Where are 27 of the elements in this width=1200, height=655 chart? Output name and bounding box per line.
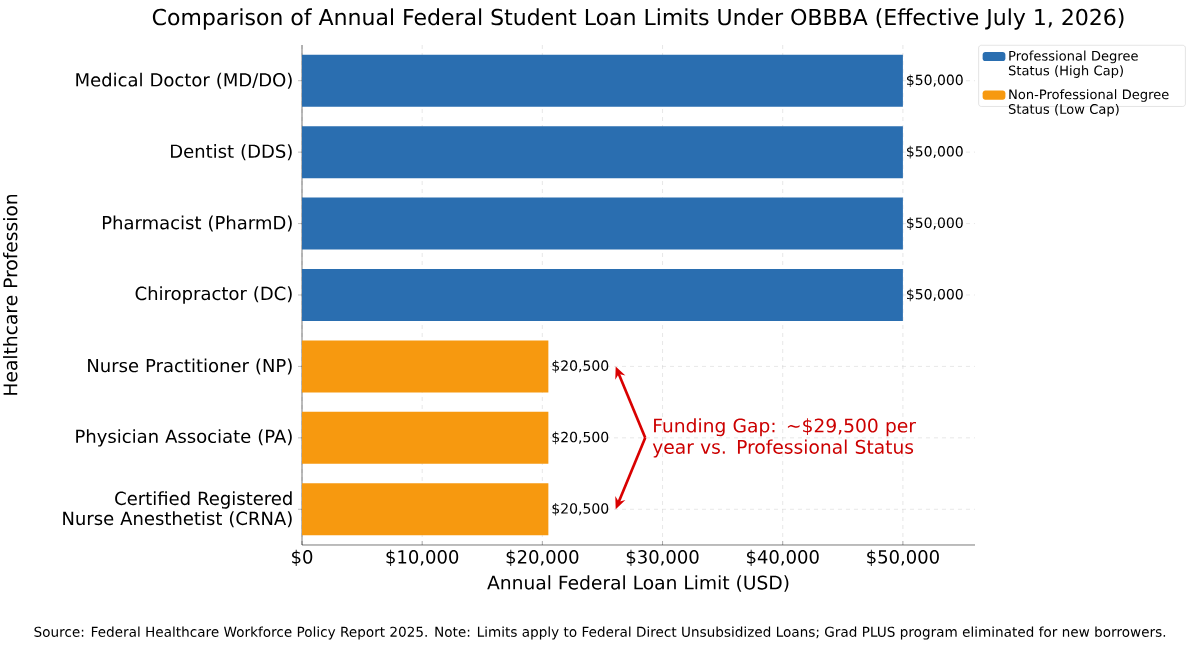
y-tick-label: Dentist (DDS) <box>171 144 292 161</box>
x-tick-label: $50,000 <box>867 549 939 567</box>
data-label: $20,500 <box>552 360 609 373</box>
y-tick-label: Certified Registered Nurse Anesthetist (CRNA) <box>63 491 292 528</box>
x-tick-label: $0 <box>292 549 313 567</box>
y-tick-label: Pharmacist (PharmD) <box>102 215 292 232</box>
y-tick-label: Physician Associate (PA) <box>76 429 292 447</box>
data-label: $20,500 <box>552 502 609 516</box>
data-label: $20,500 <box>552 431 609 445</box>
x-tick-label: $20,000 <box>506 549 579 567</box>
y-tick-label: Nurse Practitioner (NP) <box>88 358 292 375</box>
x-tick-label: $10,000 <box>386 549 459 567</box>
y-axis-title: Healthcare Profession <box>3 194 18 395</box>
chart-title: Comparison of Annual Federal Student Loan Limits Under OBBBA (Effective July 1, 2026) <box>152 8 1124 30</box>
source-note: Source: Federal Healthcare Workforce Policy Report 2025. Note: Limits apply to Federal Direct Unsubsidized Loans; Grad PLUS program eliminated for new borrowers. <box>34 626 1166 640</box>
data-label: $50,000 <box>907 288 963 302</box>
y-tick-label: Chiropractor (DC) <box>135 286 292 304</box>
y-tick-label: Medical Doctor (MD/DO) <box>76 72 292 89</box>
legend-label: Professional Degree Status (High Cap) <box>1008 50 1138 78</box>
legend-label: Non-Professional Degree Status (Low Cap) <box>1008 89 1169 117</box>
x-tick-label: $30,000 <box>626 549 699 567</box>
x-axis-title: Annual Federal Loan Limit (USD) <box>487 575 789 592</box>
annotation: Funding Gap: ~$29,500 per year vs. Professional Status <box>652 418 916 458</box>
x-tick-label: $40,000 <box>746 549 819 567</box>
data-label: $50,000 <box>907 217 963 230</box>
data-label: $50,000 <box>907 74 963 88</box>
data-label: $50,000 <box>907 145 963 159</box>
